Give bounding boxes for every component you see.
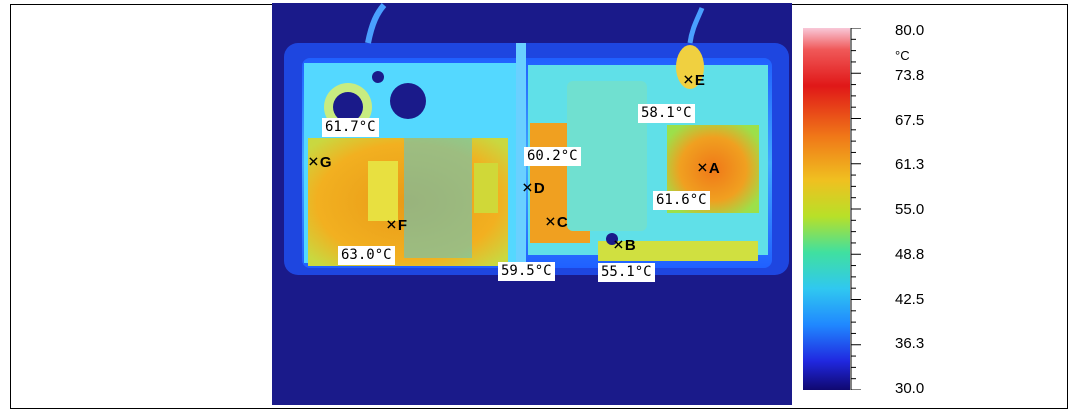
scale-label: 80.0 xyxy=(895,22,925,39)
marker-c: ×C xyxy=(545,211,568,232)
marker-f: ×F xyxy=(386,214,408,235)
cable-right xyxy=(687,7,705,44)
hole-b xyxy=(606,233,618,245)
scale-label: 48.8 xyxy=(895,245,925,263)
left-hole-inner xyxy=(333,92,363,122)
temp-label-d: 60.2°C xyxy=(524,147,581,166)
transformer-left xyxy=(404,138,472,258)
marker-b: ×B xyxy=(613,234,636,255)
strip-b xyxy=(598,241,758,261)
temp-label-a: 61.6°C xyxy=(653,191,710,210)
scale-label: 42.5 xyxy=(895,290,925,308)
thermal-scene xyxy=(284,3,789,275)
core-right xyxy=(474,163,498,213)
color-scale-bar xyxy=(803,28,850,390)
left-hole-2 xyxy=(390,83,426,119)
marker-a: ×A xyxy=(697,157,720,178)
scale-label: 73.8 xyxy=(895,66,925,84)
scale-label: 30.0 xyxy=(895,380,925,397)
capacitor xyxy=(567,81,647,231)
temp-label-e: 58.1°C xyxy=(638,104,695,123)
scale-label: 36.3 xyxy=(895,335,925,353)
scale-label: 55.0 xyxy=(895,201,925,218)
scale-unit: °C xyxy=(895,48,910,63)
temp-label-g: 61.7°C xyxy=(322,118,379,137)
cable-left xyxy=(365,3,387,44)
temp-label-b: 55.1°C xyxy=(598,263,655,282)
temp-label-c: 59.5°C xyxy=(498,262,555,281)
scale-label: 61.3 xyxy=(895,156,925,174)
divider xyxy=(516,43,526,268)
screw-hole xyxy=(372,71,384,83)
scale-ticks xyxy=(850,28,861,390)
marker-g: ×G xyxy=(308,151,332,172)
scale-label: 67.5 xyxy=(895,111,925,129)
core-left xyxy=(368,161,398,221)
marker-d: ×D xyxy=(522,177,545,198)
marker-e: ×E xyxy=(683,69,705,90)
scale-gradient xyxy=(803,28,850,390)
thermal-image xyxy=(272,3,792,405)
hot-region-e xyxy=(676,45,704,89)
temp-label-f: 63.0°C xyxy=(338,246,395,265)
